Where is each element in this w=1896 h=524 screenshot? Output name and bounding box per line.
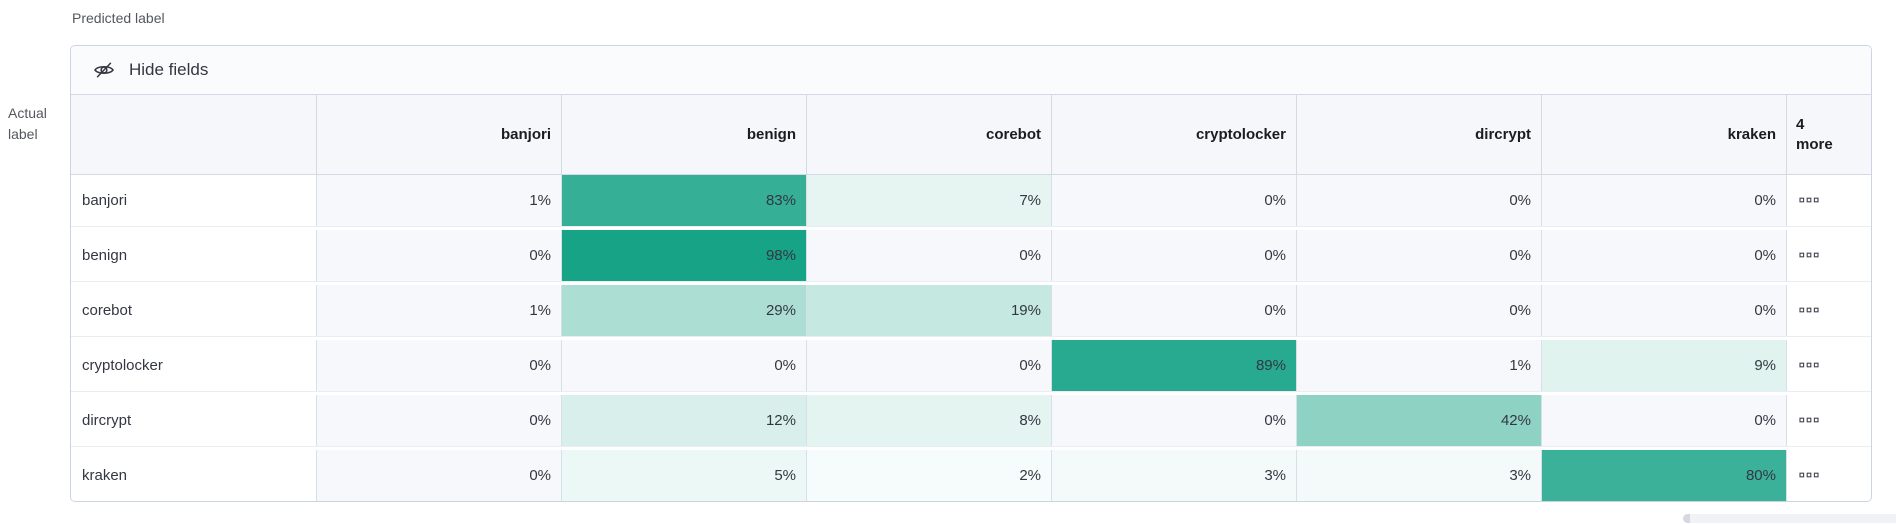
cell-benign-banjori[interactable]: 0% xyxy=(317,230,562,281)
cell-kraken-benign[interactable]: 5% xyxy=(562,450,807,501)
cell-corebot-dircrypt[interactable]: 0% xyxy=(1297,285,1542,336)
column-header-more[interactable]: 4 more xyxy=(1796,115,1833,153)
cell-cryptolocker-banjori[interactable]: 0% xyxy=(317,340,562,391)
cell-cryptolocker-kraken[interactable]: 9% xyxy=(1542,340,1787,391)
cell-cryptolocker-cryptolocker[interactable]: 89% xyxy=(1052,340,1297,391)
cell-dircrypt-benign[interactable]: 12% xyxy=(562,395,807,446)
boxes-horizontal-icon xyxy=(1799,252,1819,259)
cell-kraken-dircrypt[interactable]: 3% xyxy=(1297,450,1542,501)
column-header-dircrypt[interactable]: dircrypt xyxy=(1297,95,1542,174)
boxes-horizontal-icon xyxy=(1799,417,1819,424)
more-cell-benign[interactable] xyxy=(1787,230,1871,281)
cell-corebot-kraken[interactable]: 0% xyxy=(1542,285,1787,336)
cell-banjori-cryptolocker[interactable]: 0% xyxy=(1052,175,1297,226)
cell-dircrypt-cryptolocker[interactable]: 0% xyxy=(1052,395,1297,446)
cell-banjori-corebot[interactable]: 7% xyxy=(807,175,1052,226)
cell-banjori-dircrypt[interactable]: 0% xyxy=(1297,175,1542,226)
column-header-cryptolocker[interactable]: cryptolocker xyxy=(1052,95,1297,174)
more-cell-kraken[interactable] xyxy=(1787,450,1871,501)
cell-kraken-cryptolocker[interactable]: 3% xyxy=(1052,450,1297,501)
hide-fields-label: Hide fields xyxy=(129,60,209,79)
cell-corebot-benign[interactable]: 29% xyxy=(562,285,807,336)
more-cell-dircrypt[interactable] xyxy=(1787,395,1871,446)
column-header-corebot[interactable]: corebot xyxy=(807,95,1052,174)
cell-benign-corebot[interactable]: 0% xyxy=(807,230,1052,281)
row-label-kraken[interactable]: kraken xyxy=(71,450,317,501)
row-label-cryptolocker[interactable]: cryptolocker xyxy=(71,340,317,391)
matrix-row-banjori: banjori 1% 83% 7% 0% 0% 0% xyxy=(71,175,1871,226)
column-header-row: banjori benign corebot cryptolocker dircrypt… xyxy=(71,95,1871,175)
boxes-horizontal-icon xyxy=(1799,362,1819,369)
matrix-row-cryptolocker: cryptolocker 0% 0% 0% 89% 1% 9% xyxy=(71,340,1871,391)
cell-cryptolocker-corebot[interactable]: 0% xyxy=(807,340,1052,391)
column-header-kraken[interactable]: kraken xyxy=(1542,95,1787,174)
more-cell-cryptolocker[interactable] xyxy=(1787,340,1871,391)
cell-dircrypt-corebot[interactable]: 8% xyxy=(807,395,1052,446)
cell-benign-dircrypt[interactable]: 0% xyxy=(1297,230,1542,281)
row-label-benign[interactable]: benign xyxy=(71,230,317,281)
predicted-label: Predicted label xyxy=(72,10,165,26)
actual-label: Actual label xyxy=(8,105,47,142)
cell-cryptolocker-dircrypt[interactable]: 1% xyxy=(1297,340,1542,391)
scrollbar-thumb[interactable] xyxy=(1683,514,1690,523)
column-header-banjori[interactable]: banjori xyxy=(317,95,562,174)
header-corner-cell xyxy=(71,95,317,174)
cell-benign-benign[interactable]: 98% xyxy=(562,230,807,281)
cell-corebot-cryptolocker[interactable]: 0% xyxy=(1052,285,1297,336)
matrix-body: banjori 1% 83% 7% 0% 0% 0% benign 0% 98% 0% 0% 0% 0% c… xyxy=(71,175,1871,501)
horizontal-scrollbar[interactable] xyxy=(1683,514,1896,523)
cell-kraken-banjori[interactable]: 0% xyxy=(317,450,562,501)
row-label-banjori[interactable]: banjori xyxy=(71,175,317,226)
hide-fields-button[interactable]: Hide fields xyxy=(71,46,1871,95)
row-label-dircrypt[interactable]: dircrypt xyxy=(71,395,317,446)
cell-banjori-kraken[interactable]: 0% xyxy=(1542,175,1787,226)
cell-dircrypt-banjori[interactable]: 0% xyxy=(317,395,562,446)
boxes-horizontal-icon xyxy=(1799,197,1819,204)
cell-benign-cryptolocker[interactable]: 0% xyxy=(1052,230,1297,281)
confusion-matrix-panel: Hide fields banjori benign corebot cryptolo… xyxy=(70,45,1872,502)
cell-cryptolocker-benign[interactable]: 0% xyxy=(562,340,807,391)
cell-benign-kraken[interactable]: 0% xyxy=(1542,230,1787,281)
cell-dircrypt-dircrypt[interactable]: 42% xyxy=(1297,395,1542,446)
more-cell-banjori[interactable] xyxy=(1787,175,1871,226)
matrix-row-corebot: corebot 1% 29% 19% 0% 0% 0% xyxy=(71,285,1871,336)
cell-banjori-banjori[interactable]: 1% xyxy=(317,175,562,226)
matrix-row-dircrypt: dircrypt 0% 12% 8% 0% 42% 0% xyxy=(71,395,1871,446)
column-header-benign[interactable]: benign xyxy=(562,95,807,174)
row-label-corebot[interactable]: corebot xyxy=(71,285,317,336)
cell-banjori-benign[interactable]: 83% xyxy=(562,175,807,226)
boxes-horizontal-icon xyxy=(1799,472,1819,479)
more-cell-corebot[interactable] xyxy=(1787,285,1871,336)
cell-kraken-kraken[interactable]: 80% xyxy=(1542,450,1787,501)
cell-corebot-banjori[interactable]: 1% xyxy=(317,285,562,336)
matrix-row-benign: benign 0% 98% 0% 0% 0% 0% xyxy=(71,230,1871,281)
cell-dircrypt-kraken[interactable]: 0% xyxy=(1542,395,1787,446)
cell-kraken-corebot[interactable]: 2% xyxy=(807,450,1052,501)
eye-closed-icon xyxy=(93,59,115,81)
cell-corebot-corebot[interactable]: 19% xyxy=(807,285,1052,336)
boxes-horizontal-icon xyxy=(1799,307,1819,314)
matrix-row-kraken: kraken 0% 5% 2% 3% 3% 80% xyxy=(71,450,1871,501)
